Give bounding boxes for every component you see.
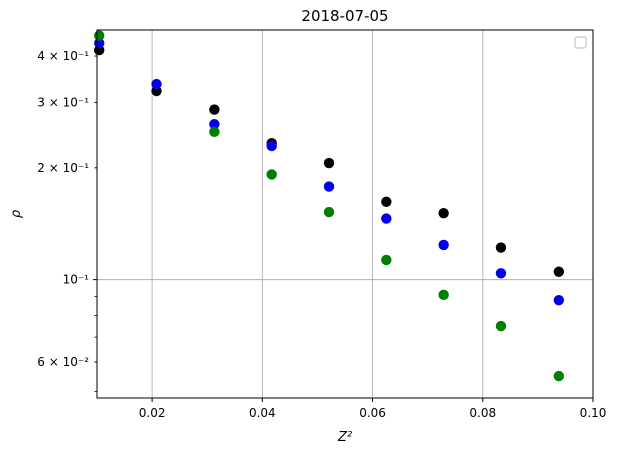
x-tick-label: 0.06 <box>359 406 386 420</box>
y-axis-label: ρ <box>9 209 24 218</box>
data-point <box>209 119 220 130</box>
data-point <box>323 181 335 192</box>
x-tick-label: 0.04 <box>249 406 276 420</box>
x-tick-label: 0.08 <box>469 406 496 420</box>
data-point <box>323 157 335 169</box>
chart-title: 2018-07-05 <box>301 7 388 25</box>
y-tick-label: 10⁻¹ <box>63 273 90 287</box>
legend-box <box>574 36 587 49</box>
data-point <box>381 196 392 208</box>
data-point <box>438 239 449 251</box>
data-point <box>323 206 335 218</box>
plot-frame <box>96 29 594 399</box>
data-point <box>553 370 565 382</box>
data-points <box>94 30 565 382</box>
data-point <box>438 207 449 219</box>
axis-ticks: 0.02 0.04 0.06 0.08 0.10 4 × 10⁻¹ 3 × 10⁻¹ 2 × … <box>37 49 606 420</box>
data-point <box>553 295 565 306</box>
x-tick-label: 0.10 <box>580 406 607 420</box>
data-point <box>209 126 220 138</box>
data-point <box>495 242 507 253</box>
data-point <box>266 140 277 152</box>
y-tick-label: 6 × 10⁻² <box>37 355 89 369</box>
data-point <box>438 289 449 301</box>
y-tick-label: 3 × 10⁻¹ <box>37 95 89 109</box>
data-point <box>495 268 507 279</box>
data-point <box>209 104 220 115</box>
data-point <box>94 30 105 41</box>
data-point <box>151 78 162 90</box>
data-point <box>495 320 507 332</box>
x-axis-label: Z² <box>337 430 352 445</box>
data-point <box>266 169 277 180</box>
data-point <box>553 266 565 277</box>
x-tick-label: 0.02 <box>139 406 166 420</box>
y-tick-label: 4 × 10⁻¹ <box>37 49 89 63</box>
data-point <box>381 254 392 266</box>
y-tick-label: 2 × 10⁻¹ <box>37 161 89 175</box>
data-point <box>381 213 392 224</box>
